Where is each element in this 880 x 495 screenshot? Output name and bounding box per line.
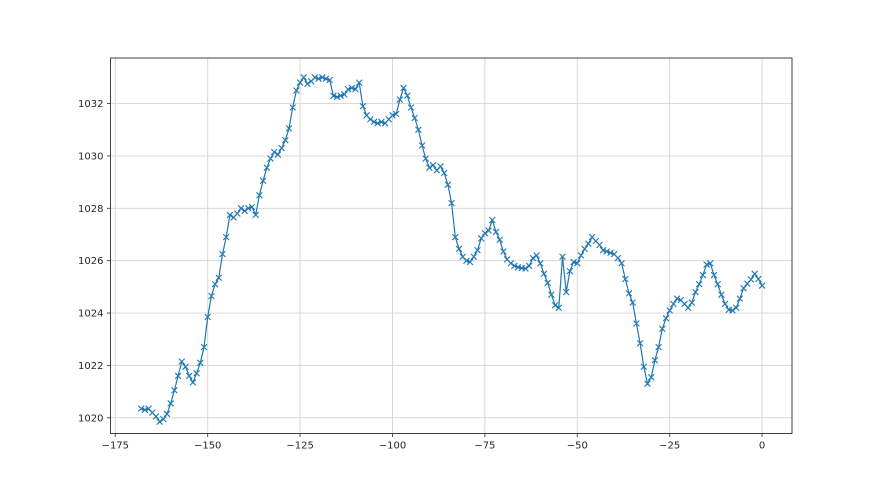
y-tick-label: 1026 — [78, 256, 103, 267]
y-tick-label: 1024 — [78, 309, 103, 320]
data-markers — [138, 74, 766, 425]
x-tick-label: −25 — [659, 441, 680, 452]
plot-border — [110, 57, 793, 434]
y-tick-label: 1020 — [78, 413, 103, 424]
x-tick-label: −125 — [286, 441, 313, 452]
x-tick-label: −175 — [102, 441, 129, 452]
y-tick-label: 1032 — [78, 99, 103, 110]
y-tick-label: 1030 — [78, 151, 103, 162]
x-tick-label: −150 — [194, 441, 221, 452]
y-tick-label: 1022 — [78, 361, 103, 372]
y-tick-label: 1028 — [78, 204, 103, 215]
x-tick-label: 0 — [759, 441, 765, 452]
x-tick-label: −50 — [567, 441, 588, 452]
x-tick-label: −75 — [474, 441, 495, 452]
data-line — [140, 76, 763, 423]
x-tick-label: −100 — [379, 441, 406, 452]
